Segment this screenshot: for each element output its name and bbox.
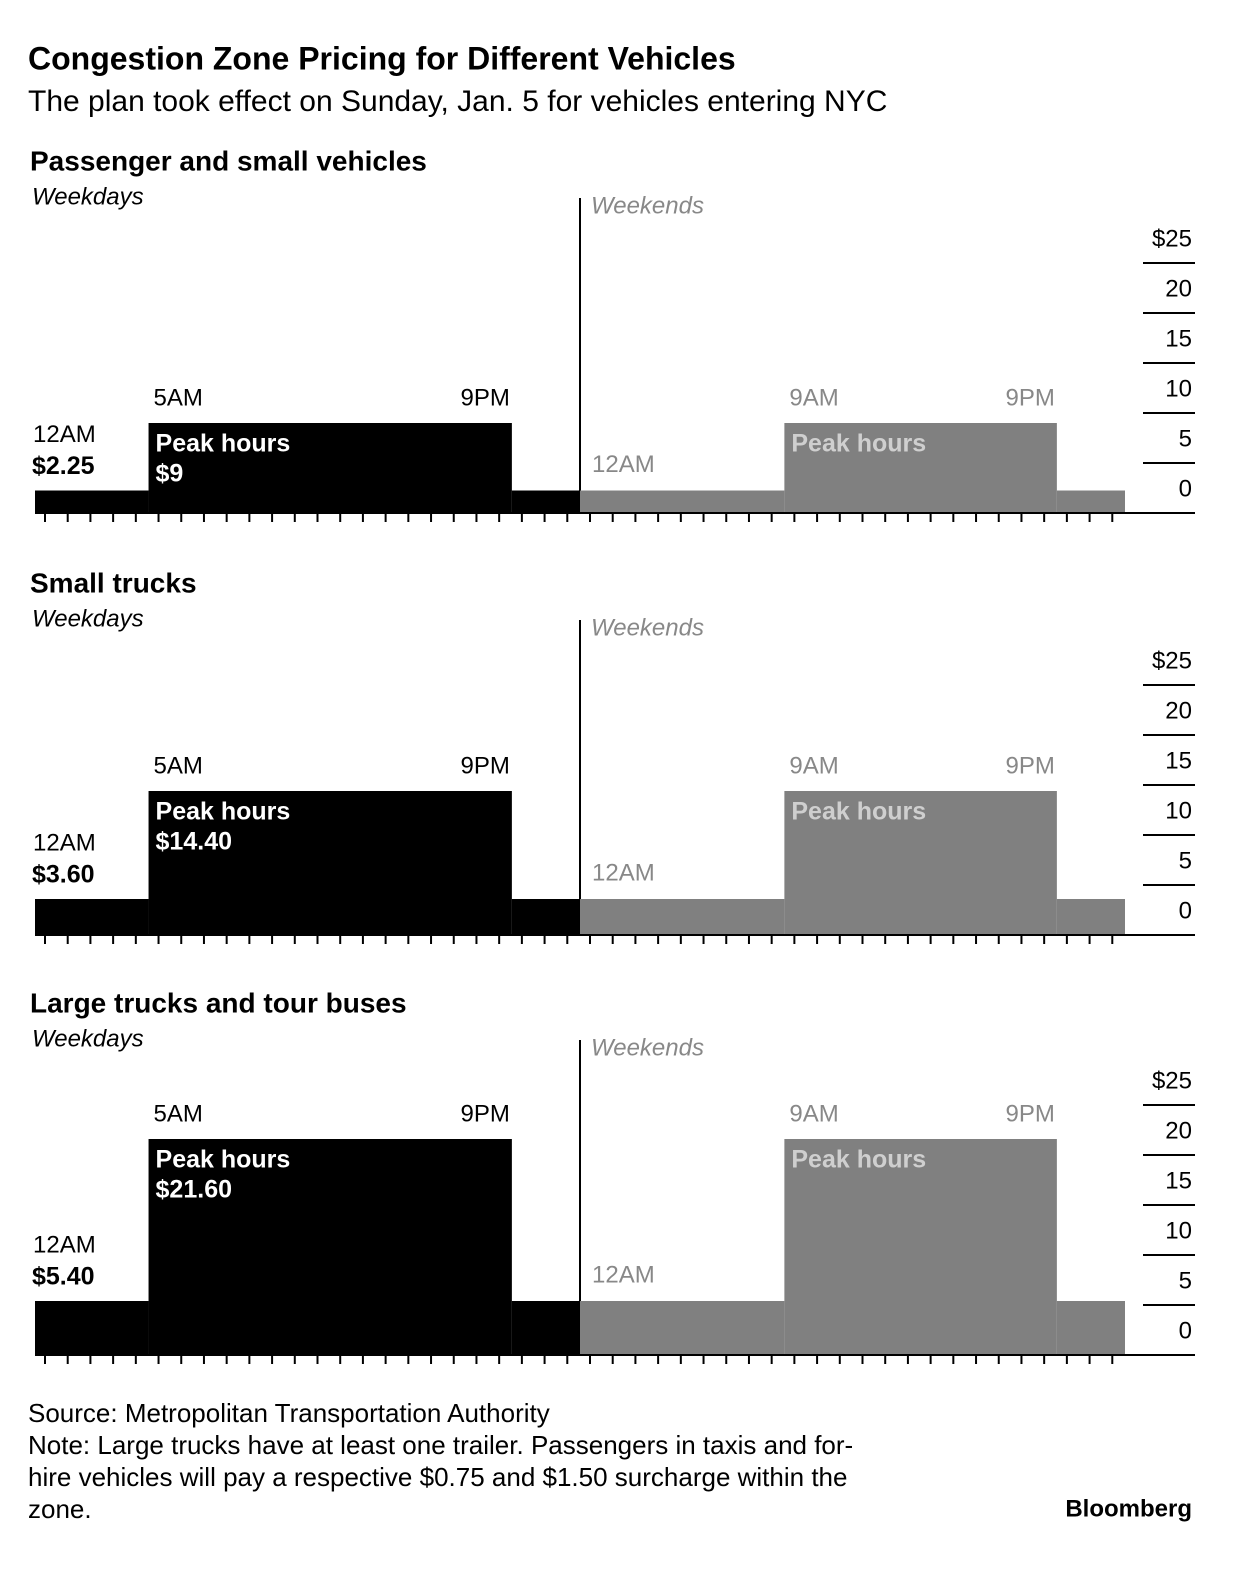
series-name: Weekdays [32,605,144,632]
peak-label: Peak hours [156,1146,291,1174]
peak-label: Peak hours [156,430,291,458]
y-tick-label: 20 [1165,697,1192,724]
y-tick-label: 10 [1165,375,1192,402]
note: Note: Large trucks have at least one tra… [28,1430,853,1460]
step-bar [35,1301,149,1355]
value-label: $21.60 [156,1176,232,1204]
time-label: 9AM [789,752,838,779]
step-bar [148,423,512,513]
time-label: 9PM [461,384,510,411]
step-bar [784,791,1057,935]
step-bar [580,899,785,935]
y-tick-label: 0 [1179,1317,1192,1344]
peak-label: Peak hours [156,798,291,826]
value-label: $5.40 [32,1263,95,1291]
y-tick-label: 15 [1165,325,1192,352]
y-tick-label: 15 [1165,747,1192,774]
y-tick-label: 5 [1179,1267,1192,1294]
step-bar [580,1301,785,1355]
chart-subtitle: The plan took effect on Sunday, Jan. 5 f… [28,85,887,118]
time-label: 12AM [592,1261,655,1288]
time-label: 12AM [33,829,96,856]
y-tick-label: 5 [1179,847,1192,874]
value-label: $2.25 [32,452,95,480]
series-name: Weekdays [32,1025,144,1052]
y-tick-label: 5 [1179,425,1192,452]
peak-label: Peak hours [791,1146,926,1174]
step-bar [511,490,580,513]
time-label: 5AM [154,752,203,779]
series-name: Weekends [591,192,704,219]
time-label: 9AM [789,384,838,411]
y-tick-label: 10 [1165,797,1192,824]
panel-title: Small trucks [30,567,197,598]
time-label: 12AM [33,1231,96,1258]
series-name: Weekends [591,1034,704,1061]
y-tick-label: 10 [1165,1217,1192,1244]
time-label: 5AM [154,384,203,411]
time-label: 9PM [1006,752,1055,779]
time-label: 9AM [789,1100,838,1127]
time-label: 9PM [1006,384,1055,411]
time-label: 9PM [461,1100,510,1127]
value-label: $9 [156,460,184,488]
step-bar [511,899,580,935]
series-name: Weekdays [32,183,144,210]
step-bar [1056,899,1125,935]
y-tick-label: 0 [1179,897,1192,924]
step-bar [1056,490,1125,513]
step-bar [35,490,149,513]
step-bar [784,1139,1057,1355]
time-label: 9PM [461,752,510,779]
panel-title: Large trucks and tour buses [30,987,407,1018]
note: zone. [28,1494,92,1524]
y-tick-label: 15 [1165,1167,1192,1194]
series-name: Weekends [591,614,704,641]
time-label: 12AM [592,451,655,478]
y-tick-label: 0 [1179,475,1192,502]
peak-label: Peak hours [791,430,926,458]
step-bar [35,899,149,935]
y-tick-label: $25 [1152,225,1192,252]
step-bar [148,1139,512,1355]
step-bar [784,423,1057,513]
y-tick-label: $25 [1152,1067,1192,1094]
y-tick-label: 20 [1165,1117,1192,1144]
chart-title: Congestion Zone Pricing for Different Ve… [28,40,736,76]
step-bar [1056,1301,1125,1355]
peak-label: Peak hours [791,798,926,826]
panel-title: Passenger and small vehicles [30,145,427,176]
source: Source: Metropolitan Transportation Auth… [28,1398,550,1428]
y-tick-label: $25 [1152,647,1192,674]
step-bar [580,490,785,513]
value-label: $14.40 [156,828,232,856]
value-label: $3.60 [32,861,95,889]
time-label: 5AM [154,1100,203,1127]
note: hire vehicles will pay a respective $0.7… [28,1462,847,1492]
brand: Bloomberg [1065,1495,1192,1522]
time-label: 9PM [1006,1100,1055,1127]
time-label: 12AM [33,421,96,448]
step-bar [511,1301,580,1355]
time-label: 12AM [592,859,655,886]
y-tick-label: 20 [1165,275,1192,302]
step-bar [148,791,512,935]
